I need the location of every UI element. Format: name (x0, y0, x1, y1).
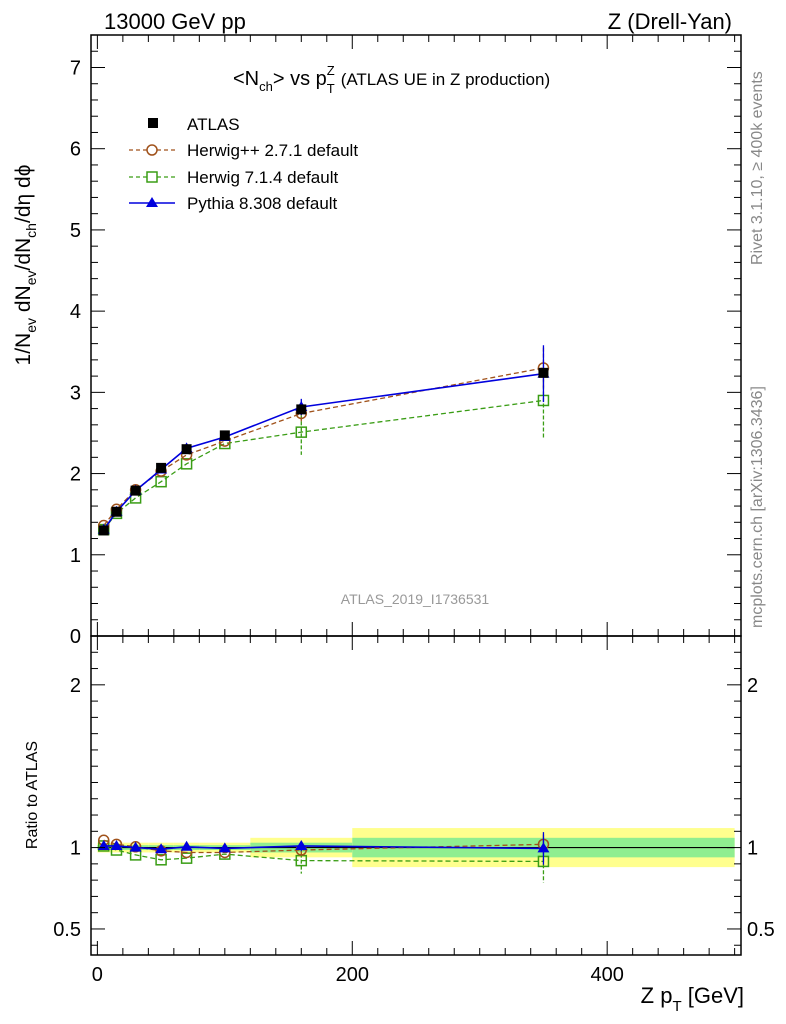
header-left: 13000 GeV pp (104, 9, 246, 34)
title-p-sup: Z (327, 63, 335, 78)
ratio-y-tick-label-right: 2 (747, 675, 758, 697)
title-main-sub: ch (259, 79, 273, 94)
analysis-watermark: ATLAS_2019_I1736531 (341, 591, 490, 607)
legend-marker-herwigpp (146, 144, 158, 156)
ratio-point-2 (155, 854, 167, 866)
legend-marker-herwig7 (146, 171, 158, 183)
legend-marker-pythia (146, 197, 158, 207)
legend-label-pythia: Pythia 8.308 default (187, 194, 338, 213)
data-point-0 (296, 404, 307, 415)
x-label-part-b: [GeV] (682, 983, 744, 1008)
main-y-tick-label: 6 (70, 139, 81, 161)
x-tick-label: 0 (92, 964, 103, 986)
title-main: <N (233, 68, 259, 90)
series-line-3 (103, 372, 544, 531)
ratio-point-3 (295, 839, 308, 850)
ratio-point-3 (180, 840, 193, 851)
ratio-y-tick-label-right: 0.5 (747, 919, 775, 941)
main-y-tick-label: 4 (70, 301, 81, 323)
x-axis-label: Z pT [GeV] (641, 983, 744, 1015)
main-y-tick-label: 5 (70, 220, 81, 242)
ratio-y-tick-label-right: 1 (747, 838, 758, 860)
ratio-plot: 0 200 400 0.5 0.5 1 1 2 2 (53, 635, 775, 986)
legend-label-atlas: ATLAS (187, 115, 240, 134)
ratio-y-tick-label-left: 0.5 (53, 919, 81, 941)
ratio-point-2 (180, 852, 193, 864)
ratio-point-3 (218, 842, 231, 853)
main-y-axis-label: 1/Nev dNev/dNch/dη dϕ (12, 165, 39, 366)
ratio-point-3 (110, 839, 123, 850)
title-vs: > vs p (273, 68, 327, 90)
title-p-sub: T (327, 81, 335, 96)
data-point-0 (156, 462, 167, 473)
y-label-part-b: dN (12, 285, 35, 318)
ratio-y-tick-label-left: 1 (70, 838, 81, 860)
ratio-point-3 (129, 841, 142, 852)
main-y-tick-label: 7 (70, 57, 81, 79)
legend-label-herwigpp: Herwig++ 2.7.1 default (187, 141, 358, 160)
data-point-2 (180, 458, 193, 470)
y-label-sub-c: ch (23, 223, 39, 238)
y-label-part-c: /dN (12, 238, 35, 271)
x-tick-label: 400 (590, 964, 623, 986)
data-point-0 (98, 525, 109, 536)
header-right: Z (Drell-Yan) (608, 9, 732, 34)
ratio-point-3 (537, 842, 550, 853)
ratio-point-3 (155, 843, 168, 854)
data-point-0 (130, 485, 141, 496)
x-label-sub: T (672, 998, 681, 1015)
data-point-0 (111, 506, 122, 517)
data-point-2 (295, 426, 308, 438)
ratio-line-2 (103, 845, 544, 863)
plot-title: <Nch> vs pZ T (ATLAS UE in Z production) (233, 63, 550, 96)
main-y-tick-label: 1 (70, 545, 81, 567)
mcplots-label: mcplots.cern.ch [arXiv:1306.3436] (749, 386, 766, 628)
legend-label-herwig7: Herwig 7.1.4 default (187, 168, 338, 187)
data-point-0 (181, 444, 192, 455)
main-y-tick-label: 0 (70, 626, 81, 648)
x-label-part-a: Z p (641, 983, 673, 1008)
ratio-line-1 (103, 839, 544, 854)
main-plot: 0 1 2 3 4 5 6 7 (70, 34, 742, 648)
x-tick-label: 200 (336, 964, 369, 986)
legend-marker-atlas (148, 118, 158, 128)
main-y-tick-label: 2 (70, 464, 81, 486)
y-label-part-d: /dη dϕ (12, 165, 35, 223)
y-label-sub-a: ev (23, 318, 39, 333)
series-line-1 (103, 367, 544, 526)
ratio-y-tick-label-left: 2 (70, 675, 81, 697)
rivet-label: Rivet 3.1.10, ≥ 400k events (749, 71, 766, 265)
y-label-sub-b: ev (23, 270, 39, 285)
data-point-0 (219, 430, 230, 441)
ratio-y-axis-label: Ratio to ATLAS (24, 741, 41, 849)
ratio-plot-frame (90, 635, 742, 956)
data-point-0 (538, 367, 549, 378)
main-y-tick-label: 3 (70, 382, 81, 404)
title-suffix: (ATLAS UE in Z production) (341, 70, 550, 89)
legend: ATLAS Herwig++ 2.7.1 default Herwig 7.1.… (129, 115, 358, 213)
y-label-part-a: 1/N (12, 333, 35, 366)
